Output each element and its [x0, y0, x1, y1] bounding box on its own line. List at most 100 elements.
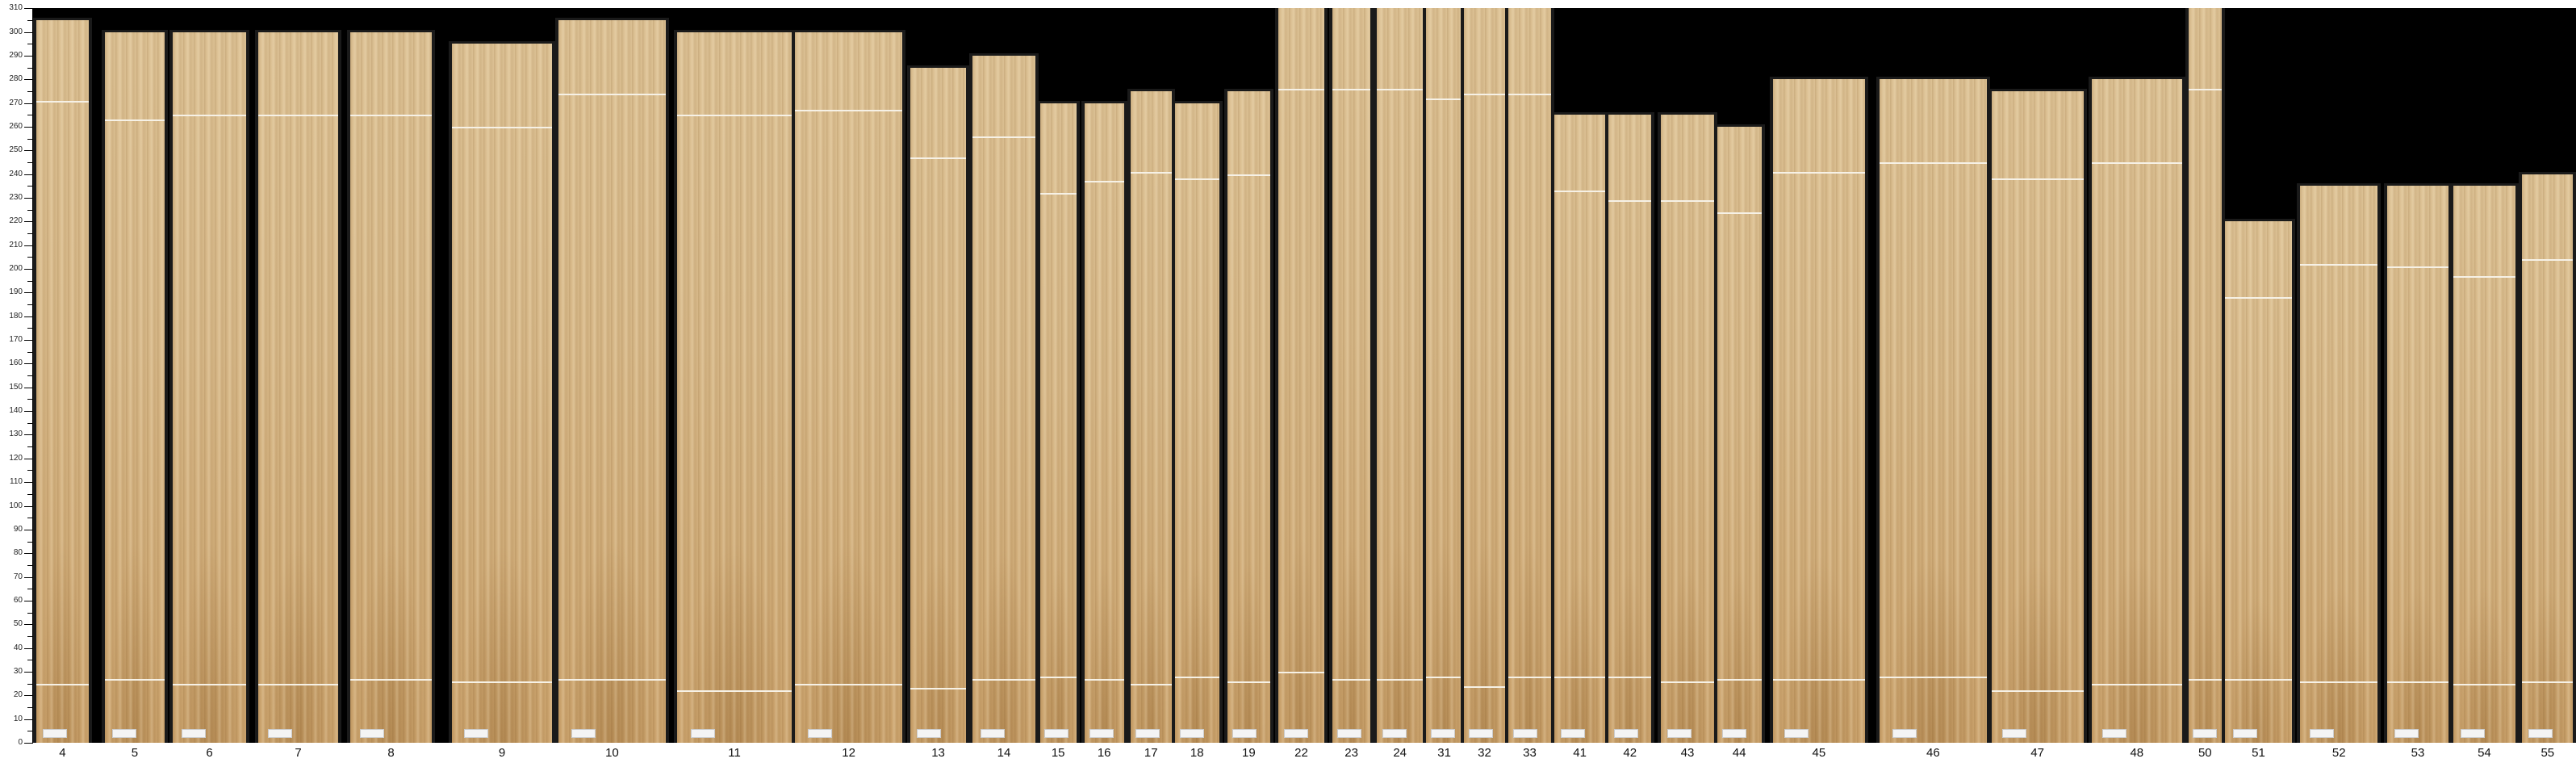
ruler-tick — [24, 316, 32, 317]
veneer-sheet-24[interactable] — [1377, 8, 1424, 743]
veneer-sheet-52[interactable] — [2300, 186, 2378, 743]
sheet-tag-sticker — [1089, 728, 1114, 738]
cut-mark-line — [2224, 297, 2293, 300]
cut-mark-line — [1554, 191, 1606, 193]
ruler-tick-label: 260 — [9, 121, 23, 131]
ruler-tick-label: 90 — [13, 524, 23, 534]
ruler-tick-label: 210 — [9, 240, 23, 249]
sheet-tag-sticker — [1613, 728, 1638, 738]
veneer-sheet-17[interactable] — [1130, 90, 1172, 743]
sheet-number-label: 7 — [295, 746, 302, 760]
sheet-tag-sticker — [917, 728, 942, 738]
ruler-tick — [27, 233, 32, 234]
sheet-number-label: 51 — [2252, 746, 2265, 760]
veneer-sheet-55[interactable] — [2522, 174, 2574, 743]
sheet-number-label: 41 — [1573, 746, 1587, 760]
veneer-sheet-44[interactable] — [1717, 126, 1762, 743]
ruler-tick — [27, 186, 32, 187]
veneer-sheet-7[interactable] — [257, 31, 339, 743]
sheet-number-label: 17 — [1144, 746, 1158, 760]
veneer-sheet-41[interactable] — [1554, 115, 1606, 743]
ruler-tick-label: 80 — [13, 548, 23, 558]
cut-mark-line — [36, 100, 89, 103]
ruler-tick — [27, 280, 32, 282]
veneer-sheet-11[interactable] — [676, 31, 792, 743]
cut-mark-line — [2091, 161, 2182, 164]
veneer-sheet-5[interactable] — [105, 31, 165, 743]
sheet-number-label: 8 — [387, 746, 395, 760]
veneer-sheet-8[interactable] — [349, 31, 433, 743]
veneer-sheet-14[interactable] — [972, 55, 1035, 743]
sheet-number-label: 22 — [1294, 746, 1308, 760]
cut-mark-line — [105, 119, 165, 122]
sheet-tag-sticker — [42, 728, 67, 738]
sheet-tag-sticker — [2309, 728, 2334, 738]
ruler-tick — [24, 505, 32, 507]
veneer-sheet-42[interactable] — [1608, 115, 1652, 743]
cut-mark-line — [1377, 88, 1424, 90]
cut-mark-line — [2188, 88, 2222, 90]
veneer-sheet-46[interactable] — [1880, 79, 1987, 743]
ruler-tick-label: 160 — [9, 358, 23, 368]
ruler-tick-label: 30 — [13, 666, 23, 676]
cut-mark-line — [1554, 676, 1606, 678]
veneer-sheet-54[interactable] — [2453, 186, 2516, 743]
ruler-tick — [24, 269, 32, 270]
y-axis-ruler — [32, 8, 33, 744]
ruler-tick — [27, 161, 32, 163]
veneer-sheet-6[interactable] — [172, 31, 247, 743]
ruler-tick — [24, 79, 32, 81]
veneer-sheet-15[interactable] — [1039, 103, 1077, 743]
veneer-sheet-31[interactable] — [1426, 8, 1463, 743]
ruler-tick-label: 310 — [9, 3, 23, 13]
ruler-tick-label: 20 — [13, 690, 23, 700]
veneer-sheet-19[interactable] — [1227, 90, 1270, 743]
cut-mark-line — [2300, 681, 2378, 683]
sheet-number-label: 24 — [1393, 746, 1407, 760]
ruler-tick — [24, 340, 32, 342]
ruler-tick — [24, 126, 32, 128]
sheet-tag-sticker — [463, 728, 488, 738]
sheet-number-label: 45 — [1812, 746, 1826, 760]
cut-mark-line — [1278, 671, 1324, 673]
veneer-sheet-13[interactable] — [910, 67, 967, 743]
veneer-sheet-47[interactable] — [1991, 90, 2084, 743]
cut-mark-line — [1278, 88, 1324, 90]
ruler-tick — [24, 55, 32, 57]
veneer-sheet-33[interactable] — [1508, 8, 1551, 743]
veneer-sheet-51[interactable] — [2224, 221, 2293, 743]
cut-mark-line — [105, 678, 165, 681]
veneer-sheet-12[interactable] — [795, 31, 902, 743]
veneer-sheet-18[interactable] — [1174, 103, 1219, 743]
cut-mark-line — [257, 115, 339, 117]
veneer-sheet-22[interactable] — [1278, 8, 1324, 743]
ruler-tick — [24, 743, 32, 744]
sheet-tag-sticker — [1382, 728, 1407, 738]
veneer-sheet-45[interactable] — [1772, 79, 1865, 743]
sheet-tag-sticker — [112, 729, 137, 738]
cut-mark-line — [1464, 93, 1505, 95]
ruler-tick — [27, 564, 32, 566]
veneer-sheet-32[interactable] — [1464, 8, 1505, 743]
ruler-tick — [24, 8, 32, 10]
ruler-tick — [24, 174, 32, 175]
veneer-sheet-43[interactable] — [1661, 115, 1714, 743]
cut-mark-line — [172, 115, 247, 117]
veneer-sheet-48[interactable] — [2091, 79, 2182, 743]
veneer-sheet-16[interactable] — [1084, 103, 1124, 743]
veneer-sheet-23[interactable] — [1332, 8, 1370, 743]
veneer-sheet-4[interactable] — [36, 19, 89, 743]
cut-mark-line — [1426, 676, 1463, 678]
cut-mark-line — [2188, 678, 2222, 681]
sheet-tag-sticker — [1513, 728, 1538, 738]
ruler-tick — [24, 363, 32, 365]
cut-mark-line — [1130, 171, 1172, 174]
veneer-sheet-53[interactable] — [2387, 186, 2448, 743]
veneer-sheet-50[interactable] — [2188, 8, 2222, 743]
sheet-number-label: 12 — [842, 746, 855, 760]
sheet-tag-sticker — [1430, 728, 1455, 738]
veneer-sheet-10[interactable] — [558, 19, 666, 743]
ruler-tick — [27, 209, 32, 211]
cut-mark-line — [1084, 678, 1124, 681]
veneer-sheet-9[interactable] — [451, 44, 553, 743]
